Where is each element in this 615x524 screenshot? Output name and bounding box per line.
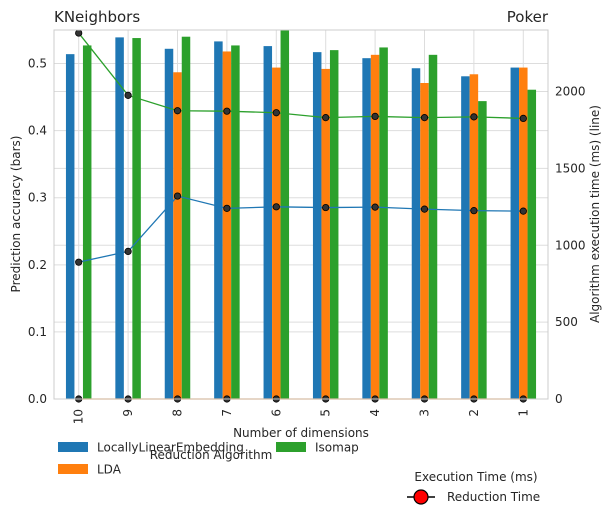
legend-label: Isomap	[315, 441, 359, 455]
y2-tick-label: 1000	[555, 238, 586, 252]
execution-time-point	[272, 109, 280, 117]
y-tick-label: 0.0	[28, 392, 47, 406]
legend2-label: Reduction Time	[447, 490, 540, 504]
bar	[214, 41, 223, 399]
execution-time-point	[371, 203, 379, 211]
y2-tick-label: 0	[555, 392, 563, 406]
bar	[65, 54, 75, 399]
legend-execution-time: Execution Time (ms) Reduction Time	[407, 470, 540, 505]
bar	[329, 50, 339, 400]
execution-time-point	[173, 107, 182, 115]
y-tick-label: 0.2	[28, 258, 47, 272]
bar	[519, 67, 528, 399]
right-axis-ticks: 0 500 1000 1500 2000	[555, 85, 586, 407]
bar	[272, 67, 281, 399]
bar	[82, 45, 92, 399]
bar	[362, 58, 371, 399]
bar	[312, 52, 322, 399]
x-tick-label: 6	[269, 409, 283, 417]
x-axis-label: Number of dimensions	[233, 426, 369, 440]
execution-time-point	[322, 203, 330, 212]
left-axis-ticks: 0.0 0.1 0.2 0.3 0.4 0.5	[28, 57, 47, 406]
x-tick-label: 4	[368, 409, 382, 417]
bar	[321, 68, 330, 400]
legend-label: LDA	[97, 463, 122, 477]
execution-time-line	[78, 32, 524, 120]
legend2-marker	[413, 489, 429, 505]
legend-label: LocallyLinearEmbedding	[97, 441, 244, 455]
execution-time-point	[470, 207, 478, 215]
legend-swatch	[58, 442, 88, 452]
y2-tick-label: 2000	[555, 85, 586, 99]
y2-tick-label: 1500	[555, 161, 586, 175]
execution-time-lines	[75, 29, 527, 403]
bar	[231, 45, 240, 399]
y-tick-label: 0.1	[28, 325, 47, 339]
bar	[173, 72, 182, 399]
legend: Reduction Algorithm LocallyLinearEmbeddi…	[58, 441, 359, 477]
legend2-title: Execution Time (ms)	[414, 470, 537, 484]
bar	[164, 48, 174, 399]
bar	[527, 89, 537, 399]
legend-swatch	[276, 442, 306, 452]
execution-time-point	[124, 247, 132, 255]
bar	[132, 38, 141, 400]
execution-time-point	[75, 29, 83, 37]
execution-time-point	[420, 114, 429, 122]
y-tick-label: 0.3	[28, 191, 47, 205]
x-tick-label: 3	[418, 409, 432, 417]
execution-time-point	[371, 112, 379, 121]
execution-time-point	[420, 205, 429, 213]
bar	[469, 74, 479, 399]
execution-time-point	[223, 107, 231, 115]
bar	[181, 36, 191, 399]
bar	[478, 101, 487, 399]
chart-title-right: Poker	[507, 8, 549, 26]
x-tick-label: 8	[171, 409, 185, 417]
bar	[370, 54, 380, 399]
x-tick-label: 9	[121, 409, 135, 417]
x-tick-label: 5	[319, 409, 333, 417]
bar	[428, 54, 438, 399]
plot-frame	[53, 29, 549, 400]
legend-swatch	[58, 464, 88, 474]
execution-time-point	[322, 114, 330, 122]
execution-time-point	[519, 114, 527, 123]
y2-axis-label: Algorithm execution time (ms) (line)	[588, 105, 602, 323]
y-axis-label: Prediction accuracy (bars)	[9, 136, 23, 293]
y-tick-label: 0.5	[28, 57, 47, 71]
bar	[115, 37, 124, 399]
bar	[420, 83, 429, 399]
bar	[222, 51, 232, 400]
execution-time-point	[173, 192, 182, 200]
execution-time-line	[78, 195, 524, 263]
execution-time-point	[223, 204, 231, 212]
y-tick-label: 0.4	[28, 124, 47, 138]
legend-title: Reduction Algorithm	[150, 448, 273, 462]
x-tick-label: 7	[220, 409, 234, 417]
bar	[280, 30, 290, 399]
x-axis-ticks: 10 9 8 7 6 5 4 3 2 1	[72, 409, 531, 424]
execution-time-point	[124, 91, 132, 99]
execution-time-point	[75, 258, 83, 266]
x-tick-label: 10	[72, 409, 86, 424]
x-tick-label: 2	[467, 409, 481, 417]
bar	[263, 46, 273, 400]
legend-items: LocallyLinearEmbedding LDA Isomap	[58, 441, 359, 477]
execution-time-point	[272, 203, 280, 211]
bar	[379, 47, 388, 400]
chart-title-left: KNeighbors	[54, 8, 140, 26]
bar	[510, 67, 520, 399]
y2-tick-label: 500	[555, 315, 578, 329]
x-tick-label: 1	[516, 409, 530, 417]
bars	[65, 30, 537, 400]
execution-time-point	[470, 113, 478, 121]
execution-time-point	[519, 207, 527, 215]
bar	[461, 76, 470, 399]
bar	[411, 68, 421, 399]
